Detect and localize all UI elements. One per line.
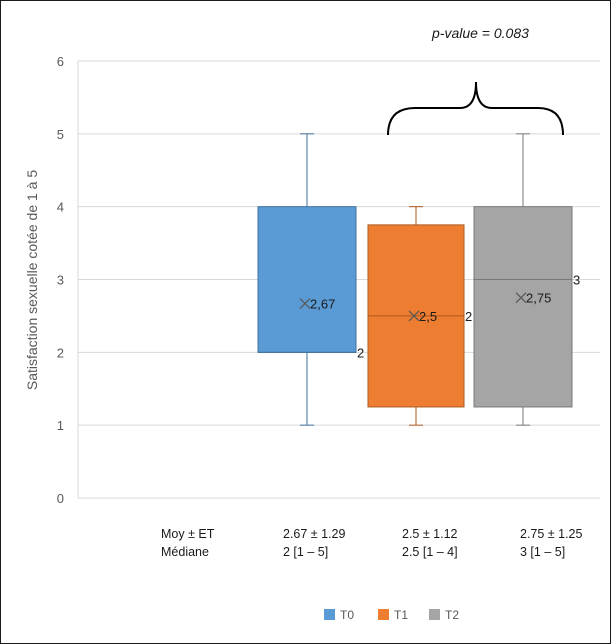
legend-label-t1: T1	[394, 608, 408, 622]
boxes: 2,67 22,52,5 2,75 3	[257, 133, 580, 426]
y-tick-label: 2	[57, 345, 64, 360]
stats-cell: 2 [1 – 5]	[283, 545, 328, 559]
p-value-annotation: p-value = 0.083	[431, 25, 529, 41]
mean-label: 2,75	[526, 291, 551, 306]
mean-marker	[299, 298, 311, 309]
y-tick-label: 3	[57, 273, 64, 288]
stats-row-label: Moy ± ET	[161, 527, 215, 541]
y-axis-label: Satisfaction sexuelle cotée de 1 à 5	[24, 170, 40, 390]
box-t1: 2,52,5	[367, 206, 483, 426]
stats-cell: 2.75 ± 1.25	[520, 527, 583, 541]
legend-swatch-t2	[429, 609, 440, 620]
y-tick-label: 5	[57, 127, 64, 142]
median-label: 3	[573, 273, 580, 288]
box-t2: 2,75 3	[473, 133, 580, 426]
box-body	[473, 206, 573, 408]
y-tick-label: 1	[57, 418, 64, 433]
legend: T0 T1 T2	[324, 608, 459, 622]
stats-cell: 2.5 [1 – 4]	[402, 545, 458, 559]
box-body	[257, 206, 357, 353]
box-t0: 2,67 2	[257, 133, 364, 426]
stats-cell: 2.5 ± 1.12	[402, 527, 458, 541]
median-label: 2	[357, 345, 364, 360]
legend-swatch-t0	[324, 609, 335, 620]
stats-row-label: Médiane	[161, 545, 209, 559]
y-axis-ticks: 0 1 2 3 4 5 6	[57, 54, 64, 506]
mean-marker	[515, 292, 527, 304]
legend-label-t0: T0	[340, 608, 354, 622]
mean-label: 2,5	[419, 309, 437, 324]
legend-swatch-t1	[378, 609, 389, 620]
y-tick-label: 0	[57, 491, 64, 506]
y-tick-label: 4	[57, 200, 64, 215]
mean-label: 2,67	[310, 297, 335, 312]
stats-cell: 3 [1 – 5]	[520, 545, 565, 559]
stats-cell: 2.67 ± 1.29	[283, 527, 346, 541]
legend-label-t2: T2	[445, 608, 459, 622]
significance-brace	[387, 81, 564, 136]
mean-marker	[408, 310, 420, 322]
y-tick-label: 6	[57, 54, 64, 69]
stats-table: Moy ± ET 2.67 ± 1.29 2.5 ± 1.12 2.75 ± 1.25…	[161, 527, 583, 559]
